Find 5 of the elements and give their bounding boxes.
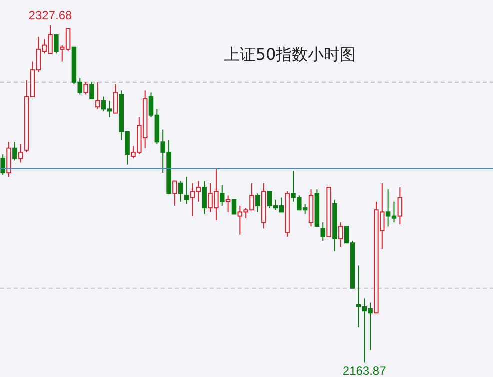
candlestick bbox=[398, 186, 403, 226]
candlestick bbox=[226, 195, 231, 213]
annotation: 2327.68 bbox=[28, 8, 73, 22]
text: 上证50指数小时图 bbox=[224, 45, 356, 64]
annotation: 2163.87 bbox=[342, 364, 387, 377]
